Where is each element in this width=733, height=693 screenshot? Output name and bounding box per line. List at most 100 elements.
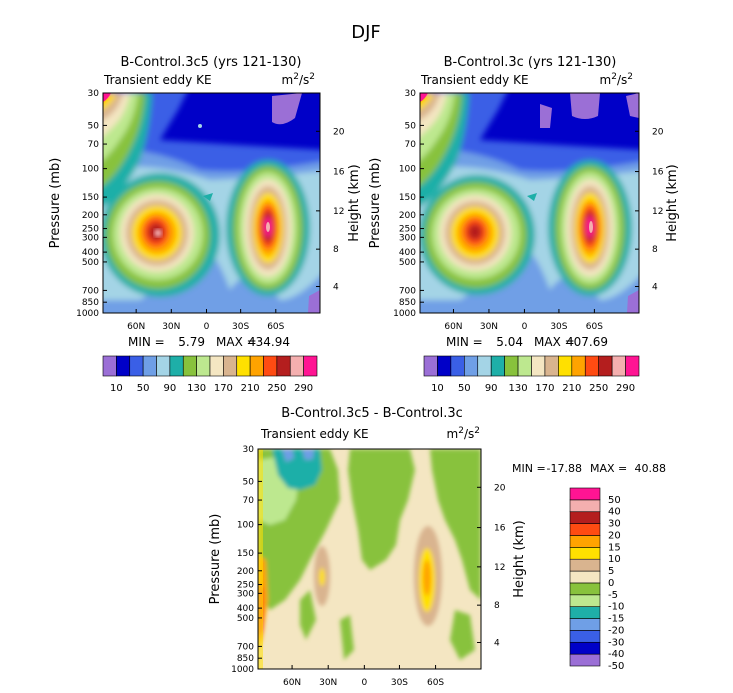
- panel-b-min-label: MIN =: [446, 335, 483, 349]
- height-tick-label: 12: [652, 207, 663, 217]
- height-tick-label: 8: [494, 601, 500, 611]
- pressure-tick-label: 400: [237, 604, 254, 614]
- colorbar-label: 30: [608, 519, 621, 530]
- colorbar-label: -30: [608, 637, 624, 648]
- pressure-tick-label: 30: [88, 89, 100, 99]
- colorbar-swatch: [263, 355, 278, 377]
- colorbar-swatch: [182, 355, 197, 377]
- panel-b-subtitle: Transient eddy KE: [420, 73, 529, 87]
- height-tick-label: 20: [333, 127, 345, 137]
- pressure-tick-label: 50: [243, 477, 255, 487]
- panel-c-y2label: Height (km): [512, 520, 527, 597]
- panel-b-units-mid: /s: [617, 73, 627, 87]
- height-tick-label: 4: [652, 282, 658, 292]
- colorbar-label: 15: [608, 542, 621, 553]
- panel-b-ylabel: Pressure (mb): [368, 158, 383, 249]
- height-tick-label: 4: [494, 638, 500, 648]
- colorbar-swatch: [569, 558, 601, 572]
- pressure-tick-label: 30: [405, 89, 417, 99]
- colorbar-swatch: [569, 618, 601, 631]
- panel-b-max-label: MAX =: [534, 335, 575, 349]
- colorbar-swatch: [569, 499, 601, 513]
- panel-b-units-base: m: [600, 73, 612, 87]
- colorbar-swatch: [223, 355, 238, 377]
- pressure-tick-label: 300: [399, 233, 416, 243]
- colorbar-label: 5: [608, 566, 614, 577]
- latitude-tick-label: 30S: [232, 322, 249, 332]
- colorbar-swatch: [423, 355, 438, 377]
- colorbar-swatch: [569, 582, 601, 596]
- panel-a-max-label: MAX =: [216, 335, 257, 349]
- pressure-tick-label: 850: [237, 654, 254, 664]
- panel-c: B-Control.3c5 - B-Control.3c Transient e…: [208, 406, 666, 688]
- panel-b-field: [420, 93, 639, 313]
- pressure-tick-label: 150: [82, 193, 99, 203]
- latitude-tick-label: 0: [522, 322, 528, 332]
- height-tick-label: 16: [652, 168, 664, 178]
- height-tick-label: 20: [494, 483, 506, 493]
- colorbar-label: -15: [608, 614, 624, 625]
- height-tick-label: 16: [333, 168, 345, 178]
- panel-b-units: m2/s2: [600, 72, 633, 87]
- latitude-tick-label: 60S: [427, 678, 444, 688]
- colorbar-swatch: [569, 523, 601, 536]
- pressure-tick-label: 1000: [231, 665, 254, 675]
- pressure-tick-label: 100: [237, 521, 254, 531]
- colorbar-swatch: [437, 355, 452, 377]
- colorbar-swatch: [289, 355, 304, 377]
- panel-a-units-sup1: 2: [293, 72, 299, 82]
- colorbar-label: 20: [608, 530, 621, 541]
- colorbar-label: 130: [187, 383, 206, 394]
- colorbar-label: -50: [608, 661, 624, 672]
- colorbar-swatch: [544, 355, 559, 377]
- colorbar-swatch: [569, 594, 601, 607]
- colorbar-swatch: [209, 355, 224, 377]
- pressure-tick-label: 700: [237, 642, 254, 652]
- panel-b-title: B-Control.3c (yrs 121-130): [444, 55, 617, 70]
- panel-a-colorbar: 10 50 90 130 170 210 250 290: [102, 355, 318, 394]
- latitude-tick-label: 60N: [444, 322, 462, 332]
- colorbar-label: -20: [608, 625, 624, 636]
- pressure-tick-label: 300: [82, 233, 99, 243]
- colorbar-swatch: [129, 355, 144, 377]
- latitude-tick-label: 60N: [283, 678, 301, 688]
- colorbar-label: 130: [509, 383, 528, 394]
- panel-c-subtitle: Transient eddy KE: [260, 427, 369, 441]
- height-tick-label: 12: [494, 563, 505, 573]
- colorbar-label: 170: [214, 383, 233, 394]
- panel-c-min-value: -17.88: [547, 462, 582, 475]
- panel-a-units-base: m: [282, 73, 294, 87]
- panel-c-title: B-Control.3c5 - B-Control.3c: [281, 406, 463, 421]
- pressure-tick-label: 70: [243, 496, 255, 506]
- latitude-tick-label: 60N: [127, 322, 145, 332]
- colorbar-swatch: [569, 535, 601, 548]
- colorbar-swatch: [569, 487, 601, 501]
- panel-b-max-value: 407.69: [566, 335, 608, 349]
- panel-c-ylabel: Pressure (mb): [208, 514, 223, 605]
- height-tick-label: 12: [333, 207, 344, 217]
- panel-a-ylabel: Pressure (mb): [48, 158, 63, 249]
- colorbar-swatch: [116, 355, 131, 377]
- colorbar-swatch: [598, 355, 613, 377]
- latitude-tick-label: 30N: [319, 678, 337, 688]
- pressure-tick-label: 250: [399, 225, 416, 235]
- latitude-tick-label: 0: [204, 322, 210, 332]
- colorbar-swatch: [569, 653, 601, 667]
- panel-a: B-Control.3c5 (yrs 121-130) Transient ed…: [48, 55, 362, 394]
- colorbar-swatch: [569, 511, 601, 524]
- pressure-tick-label: 30: [243, 445, 255, 455]
- height-tick-label: 8: [652, 245, 658, 255]
- panel-c-field: [258, 449, 481, 669]
- colorbar-label: 90: [164, 383, 177, 394]
- pressure-tick-label: 700: [82, 286, 99, 296]
- colorbar-swatch: [102, 355, 117, 377]
- pressure-tick-label: 50: [405, 121, 417, 131]
- panel-b-units-sup2: 2: [627, 72, 633, 82]
- colorbar-swatch: [531, 355, 546, 377]
- colorbar-swatch: [569, 641, 601, 655]
- colorbar-label: 50: [137, 383, 150, 394]
- pressure-tick-label: 250: [82, 225, 99, 235]
